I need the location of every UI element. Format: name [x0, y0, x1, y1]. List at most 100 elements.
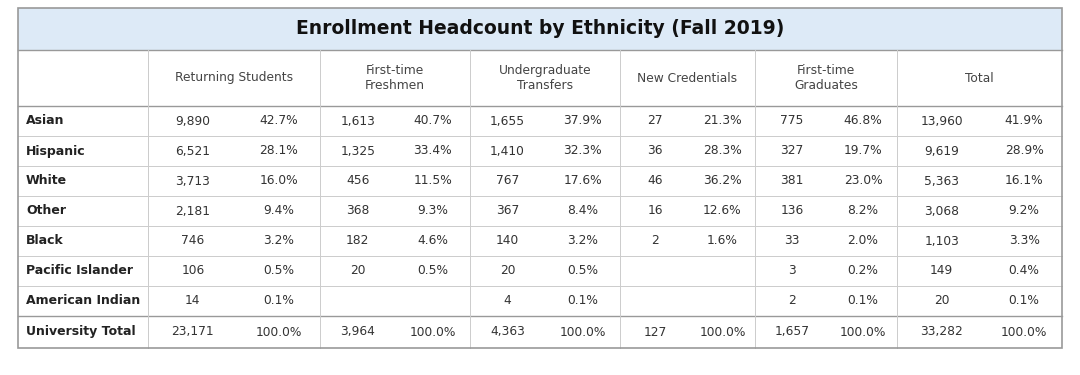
- Bar: [18, 8, 1062, 50]
- Text: 40.7%: 40.7%: [414, 114, 453, 128]
- Text: 136: 136: [780, 204, 804, 218]
- Text: 28.9%: 28.9%: [1004, 144, 1043, 158]
- Text: 1,410: 1,410: [490, 144, 525, 158]
- Text: 33.4%: 33.4%: [414, 144, 453, 158]
- Text: 28.1%: 28.1%: [259, 144, 298, 158]
- Text: First-time
Freshmen: First-time Freshmen: [365, 64, 426, 92]
- Text: 0.5%: 0.5%: [417, 264, 448, 278]
- Text: 3: 3: [788, 264, 796, 278]
- Text: 23,171: 23,171: [172, 326, 214, 339]
- Text: 16.0%: 16.0%: [259, 174, 298, 188]
- Text: 46: 46: [647, 174, 663, 188]
- Text: 33: 33: [784, 234, 799, 248]
- Text: 149: 149: [930, 264, 954, 278]
- Text: Returning Students: Returning Students: [175, 72, 293, 84]
- Bar: [18, 286, 1062, 316]
- Text: New Credentials: New Credentials: [637, 72, 738, 84]
- Text: 8.2%: 8.2%: [848, 204, 878, 218]
- Text: 36.2%: 36.2%: [703, 174, 742, 188]
- Text: 32.3%: 32.3%: [563, 144, 602, 158]
- Text: 0.1%: 0.1%: [567, 294, 598, 307]
- Text: 33,282: 33,282: [920, 326, 963, 339]
- Text: 8.4%: 8.4%: [567, 204, 598, 218]
- Text: 42.7%: 42.7%: [259, 114, 298, 128]
- Text: 2: 2: [651, 234, 659, 248]
- Text: 3,964: 3,964: [340, 326, 375, 339]
- Text: 0.4%: 0.4%: [1009, 264, 1040, 278]
- Bar: [18, 226, 1062, 256]
- Text: 1,657: 1,657: [774, 326, 809, 339]
- Text: 9.2%: 9.2%: [1009, 204, 1040, 218]
- Text: 2,181: 2,181: [175, 204, 211, 218]
- Text: 4.6%: 4.6%: [417, 234, 448, 248]
- Text: American Indian: American Indian: [26, 294, 140, 307]
- Bar: [18, 50, 1062, 106]
- Text: 9.4%: 9.4%: [264, 204, 295, 218]
- Bar: [18, 196, 1062, 226]
- Text: 368: 368: [346, 204, 369, 218]
- Text: 3,068: 3,068: [924, 204, 959, 218]
- Text: 106: 106: [181, 264, 204, 278]
- Text: University Total: University Total: [26, 326, 136, 339]
- Text: 100.0%: 100.0%: [559, 326, 606, 339]
- Text: 4: 4: [503, 294, 512, 307]
- Text: 456: 456: [346, 174, 369, 188]
- Text: Black: Black: [26, 234, 64, 248]
- Text: 1.6%: 1.6%: [707, 234, 738, 248]
- Text: 100.0%: 100.0%: [1001, 326, 1048, 339]
- Text: 3.3%: 3.3%: [1009, 234, 1040, 248]
- Text: 13,960: 13,960: [920, 114, 963, 128]
- Text: 100.0%: 100.0%: [840, 326, 887, 339]
- Text: 5,363: 5,363: [924, 174, 959, 188]
- Text: 100.0%: 100.0%: [409, 326, 456, 339]
- Bar: [18, 256, 1062, 286]
- Text: Hispanic: Hispanic: [26, 144, 85, 158]
- Text: 3.2%: 3.2%: [567, 234, 598, 248]
- Text: 381: 381: [780, 174, 804, 188]
- Text: 20: 20: [350, 264, 365, 278]
- Text: 9,890: 9,890: [175, 114, 211, 128]
- Text: 0.1%: 0.1%: [848, 294, 878, 307]
- Text: 0.1%: 0.1%: [264, 294, 295, 307]
- Text: 3.2%: 3.2%: [264, 234, 295, 248]
- Text: 0.2%: 0.2%: [848, 264, 878, 278]
- Text: 37.9%: 37.9%: [563, 114, 602, 128]
- Text: 0.5%: 0.5%: [567, 264, 598, 278]
- Bar: [18, 106, 1062, 136]
- Text: 1,655: 1,655: [490, 114, 525, 128]
- Text: Enrollment Headcount by Ethnicity (Fall 2019): Enrollment Headcount by Ethnicity (Fall …: [296, 20, 784, 39]
- Text: 9,619: 9,619: [924, 144, 959, 158]
- Text: 28.3%: 28.3%: [703, 144, 742, 158]
- Text: 127: 127: [644, 326, 666, 339]
- Text: 11.5%: 11.5%: [414, 174, 453, 188]
- Text: 775: 775: [780, 114, 804, 128]
- Text: Asian: Asian: [26, 114, 65, 128]
- Text: 9.3%: 9.3%: [417, 204, 448, 218]
- Text: 46.8%: 46.8%: [843, 114, 882, 128]
- Text: 3,713: 3,713: [175, 174, 211, 188]
- Text: 140: 140: [496, 234, 519, 248]
- Text: 2: 2: [788, 294, 796, 307]
- Text: 2.0%: 2.0%: [848, 234, 878, 248]
- Text: 17.6%: 17.6%: [563, 174, 602, 188]
- Text: 16: 16: [647, 204, 663, 218]
- Text: Pacific Islander: Pacific Islander: [26, 264, 133, 278]
- Text: 14: 14: [185, 294, 201, 307]
- Text: 746: 746: [181, 234, 204, 248]
- Text: 20: 20: [934, 294, 949, 307]
- Text: 767: 767: [496, 174, 519, 188]
- Text: 41.9%: 41.9%: [1004, 114, 1043, 128]
- Text: 23.0%: 23.0%: [843, 174, 882, 188]
- Text: 182: 182: [346, 234, 369, 248]
- Text: 4,363: 4,363: [490, 326, 525, 339]
- Text: 0.1%: 0.1%: [1009, 294, 1040, 307]
- Text: 1,325: 1,325: [340, 144, 375, 158]
- Bar: [18, 316, 1062, 348]
- Bar: [18, 166, 1062, 196]
- Text: 0.5%: 0.5%: [264, 264, 295, 278]
- Text: 327: 327: [780, 144, 804, 158]
- Text: 100.0%: 100.0%: [699, 326, 745, 339]
- Text: 367: 367: [496, 204, 519, 218]
- Text: 27: 27: [647, 114, 663, 128]
- Text: 20: 20: [500, 264, 515, 278]
